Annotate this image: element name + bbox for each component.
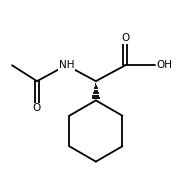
Text: NH: NH xyxy=(59,60,74,70)
Text: O: O xyxy=(33,103,41,113)
Text: OH: OH xyxy=(157,60,173,70)
Text: O: O xyxy=(121,33,129,43)
